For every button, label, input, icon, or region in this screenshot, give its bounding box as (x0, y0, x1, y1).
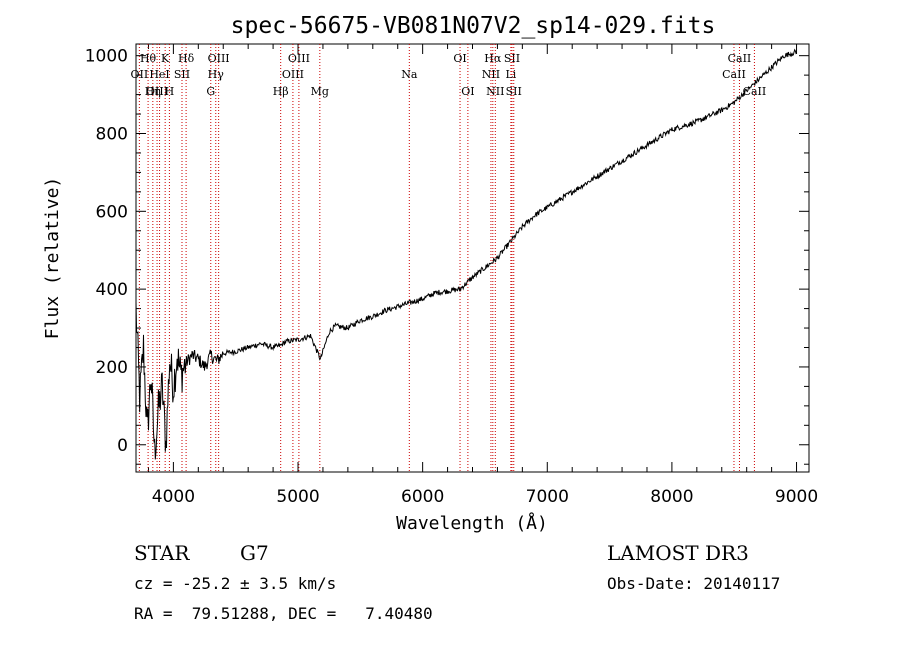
y-tick-label: 400 (96, 280, 128, 300)
spectral-line-label: CaII (728, 52, 752, 65)
y-tick-label: 0 (117, 436, 128, 456)
spectral-line-label: NII (486, 85, 504, 98)
x-axis-label: Wavelength (Å) (396, 512, 548, 534)
spectral-line-label: CaII (722, 68, 746, 81)
object-class: STAR (134, 541, 190, 565)
y-tick-label: 800 (96, 124, 128, 144)
spectral-line-label: Hη (145, 85, 161, 98)
x-tick-label: 9000 (775, 487, 818, 507)
spectrum-line (135, 48, 797, 460)
y-axis-label: Flux (relative) (42, 177, 63, 340)
spectral-line-label: SII (174, 68, 190, 81)
spectral-line-label: K (161, 52, 170, 65)
spectral-line-label: Hθ (140, 52, 157, 65)
spectral-line-label: OI (461, 85, 474, 98)
y-tick-label: 600 (96, 202, 128, 222)
spectrum-series (135, 48, 797, 460)
y-tick-label: 1000 (85, 47, 128, 67)
spectral-line-label: Na (401, 68, 418, 81)
x-tick-label: 4000 (152, 487, 195, 507)
spectral-line-label: OII (131, 68, 149, 81)
spectral-line-label: CaII (743, 85, 767, 98)
coordinates: RA = 79.51288, DEC = 7.40480 (134, 604, 433, 623)
y-axis: 0 200 400 600 800 1000 (85, 47, 809, 465)
spectral-line-label: G (206, 85, 215, 98)
spectral-line-label: OIII (146, 85, 168, 98)
object-subclass: G7 (240, 541, 269, 565)
x-tick-label: 5000 (276, 487, 319, 507)
plot-frame (135, 43, 810, 473)
spectral-line-label: Hβ (273, 85, 289, 98)
chart-title: spec-56675-VB081N07V2_sp14-029.fits (231, 13, 716, 39)
spectral-line-label: Hδ (178, 52, 195, 65)
spectral-line-label: OIII (282, 68, 304, 81)
x-axis: 4000 5000 6000 7000 8000 9000 (147, 44, 818, 507)
spectral-line-label: SII (504, 52, 520, 65)
x-tick-label: 8000 (650, 487, 693, 507)
y-tick-label: 200 (96, 358, 128, 378)
x-tick-label: 6000 (401, 487, 444, 507)
spectral-line-label: H (165, 85, 175, 98)
spectral-line-label: NII (482, 68, 500, 81)
spectral-line-label: Hα (484, 52, 502, 65)
spectral-line-label: Li (505, 68, 516, 81)
spectral-line-label: OI (453, 52, 466, 65)
spectral-line-label: OIII (288, 52, 310, 65)
survey-name: LAMOST DR3 (607, 541, 749, 565)
spectral-line-label: OIII (208, 52, 230, 65)
spectral-line-label: Hγ (208, 68, 225, 81)
obs-date: Obs-Date: 20140117 (607, 574, 780, 593)
spectral-line-label: SII (506, 85, 522, 98)
x-tick-label: 7000 (526, 487, 569, 507)
redshift-value: cz = -25.2 ± 3.5 km/s (134, 574, 336, 593)
spectral-line-label: Mg (311, 85, 329, 98)
